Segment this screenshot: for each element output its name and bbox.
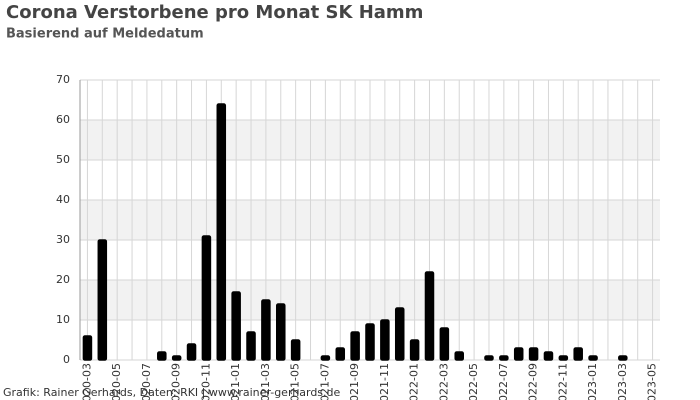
- y-tick-label: 0: [63, 353, 70, 366]
- bar: [424, 271, 435, 361]
- x-tick-label: 2020-11: [199, 363, 212, 400]
- bar: [439, 327, 450, 361]
- y-tick-label: 20: [56, 273, 70, 286]
- y-tick-label: 10: [56, 313, 70, 326]
- x-tick-label: 2021-09: [348, 363, 361, 400]
- x-tick-label: 2022-11: [556, 363, 569, 400]
- x-tick-label: 2022-01: [408, 363, 421, 400]
- x-tick-label: 2021-11: [378, 363, 391, 400]
- bar: [454, 351, 464, 361]
- bar: [246, 331, 256, 361]
- y-tick-label: 30: [56, 233, 70, 246]
- x-tick-label: 2020-05: [110, 363, 123, 400]
- bar: [290, 339, 301, 361]
- bar: [513, 347, 524, 361]
- x-tick-label: 2022-05: [467, 363, 480, 400]
- bar: [365, 323, 375, 361]
- bar: [97, 239, 108, 361]
- x-tick-label: 2021-01: [229, 363, 242, 400]
- bar: [216, 103, 227, 361]
- bar: [261, 299, 271, 361]
- y-tick-label: 70: [56, 73, 70, 86]
- bar: [499, 355, 509, 361]
- x-tick-label: 2021-05: [289, 363, 302, 400]
- bar: [484, 355, 494, 361]
- chart-subtitle: Basierend auf Meldedatum: [6, 27, 204, 42]
- bar: [350, 331, 360, 361]
- y-tick-label: 60: [56, 113, 70, 126]
- bar: [528, 347, 539, 361]
- bar: [618, 355, 628, 361]
- bar: [82, 335, 93, 361]
- x-tick-label: 2023-05: [646, 363, 659, 400]
- bar: [276, 303, 286, 361]
- x-tick-label: 2023-03: [616, 363, 629, 400]
- bar: [171, 355, 182, 361]
- bar: [394, 307, 405, 361]
- bar: [186, 343, 197, 361]
- x-tick-label: 2021-07: [318, 363, 331, 400]
- bar: [201, 235, 212, 361]
- bar: [543, 351, 554, 361]
- x-tick-label: 2021-03: [259, 363, 272, 400]
- x-tick-label: 2020-09: [170, 363, 183, 400]
- x-tick-label: 2023-01: [586, 363, 599, 400]
- x-tick-label: 2020-03: [80, 363, 93, 400]
- bar: [409, 339, 420, 361]
- bar: [380, 319, 390, 361]
- bar: [558, 355, 569, 361]
- bar: [588, 355, 598, 361]
- chart-title: Corona Verstorbene pro Monat SK Hamm: [6, 2, 423, 23]
- x-tick-label: 2022-09: [527, 363, 540, 400]
- x-tick-label: 2022-07: [497, 363, 510, 400]
- bar: [231, 291, 241, 361]
- footer: Grafik: Rainer Gerhards, Daten: RKI | ww…: [3, 386, 341, 399]
- bar: [335, 347, 346, 361]
- bar: [157, 351, 167, 361]
- y-tick-label: 50: [56, 153, 70, 166]
- y-tick-label: 40: [56, 193, 70, 206]
- bar: [320, 355, 331, 361]
- bar: [573, 347, 583, 361]
- x-tick-label: 2022-03: [437, 363, 450, 400]
- plot-area: 0 10 20 30 40 50 60 70 2020-03 2020-05 2020-07 2020…: [56, 73, 660, 400]
- x-tick-label: 2020-07: [140, 363, 153, 400]
